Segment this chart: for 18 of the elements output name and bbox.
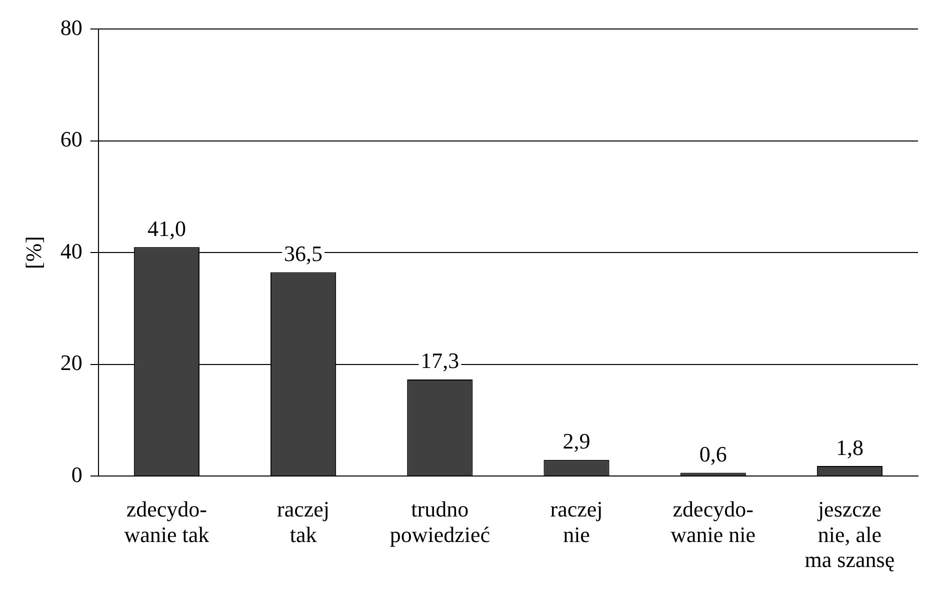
data-label: 17,3 (420, 348, 460, 374)
x-tick-label: trudno powiedzieć (390, 496, 490, 547)
data-label: 36,5 (284, 240, 323, 266)
data-label: 0,6 (699, 442, 727, 467)
x-tick-label: zdecydo- wanie nie (670, 496, 756, 547)
data-label: 1,8 (836, 434, 864, 460)
x-tick-label: zdecydo- wanie tak (124, 496, 210, 547)
data-label: 2,9 (562, 428, 590, 454)
y-tick-label: 60 (60, 126, 82, 152)
y-axis-title: [%] (20, 236, 46, 270)
y-tick-label: 0 (71, 462, 82, 487)
y-tick-label: 40 (60, 238, 82, 264)
y-tick-label: 20 (60, 350, 82, 376)
x-tick-label: raczej tak (277, 496, 330, 547)
x-tick-label: raczej nie (550, 496, 603, 547)
x-tick-label: jeszcze nie, ale ma szansę (804, 496, 895, 572)
data-label: 41,0 (147, 216, 186, 241)
y-tick-label: 80 (60, 14, 82, 40)
